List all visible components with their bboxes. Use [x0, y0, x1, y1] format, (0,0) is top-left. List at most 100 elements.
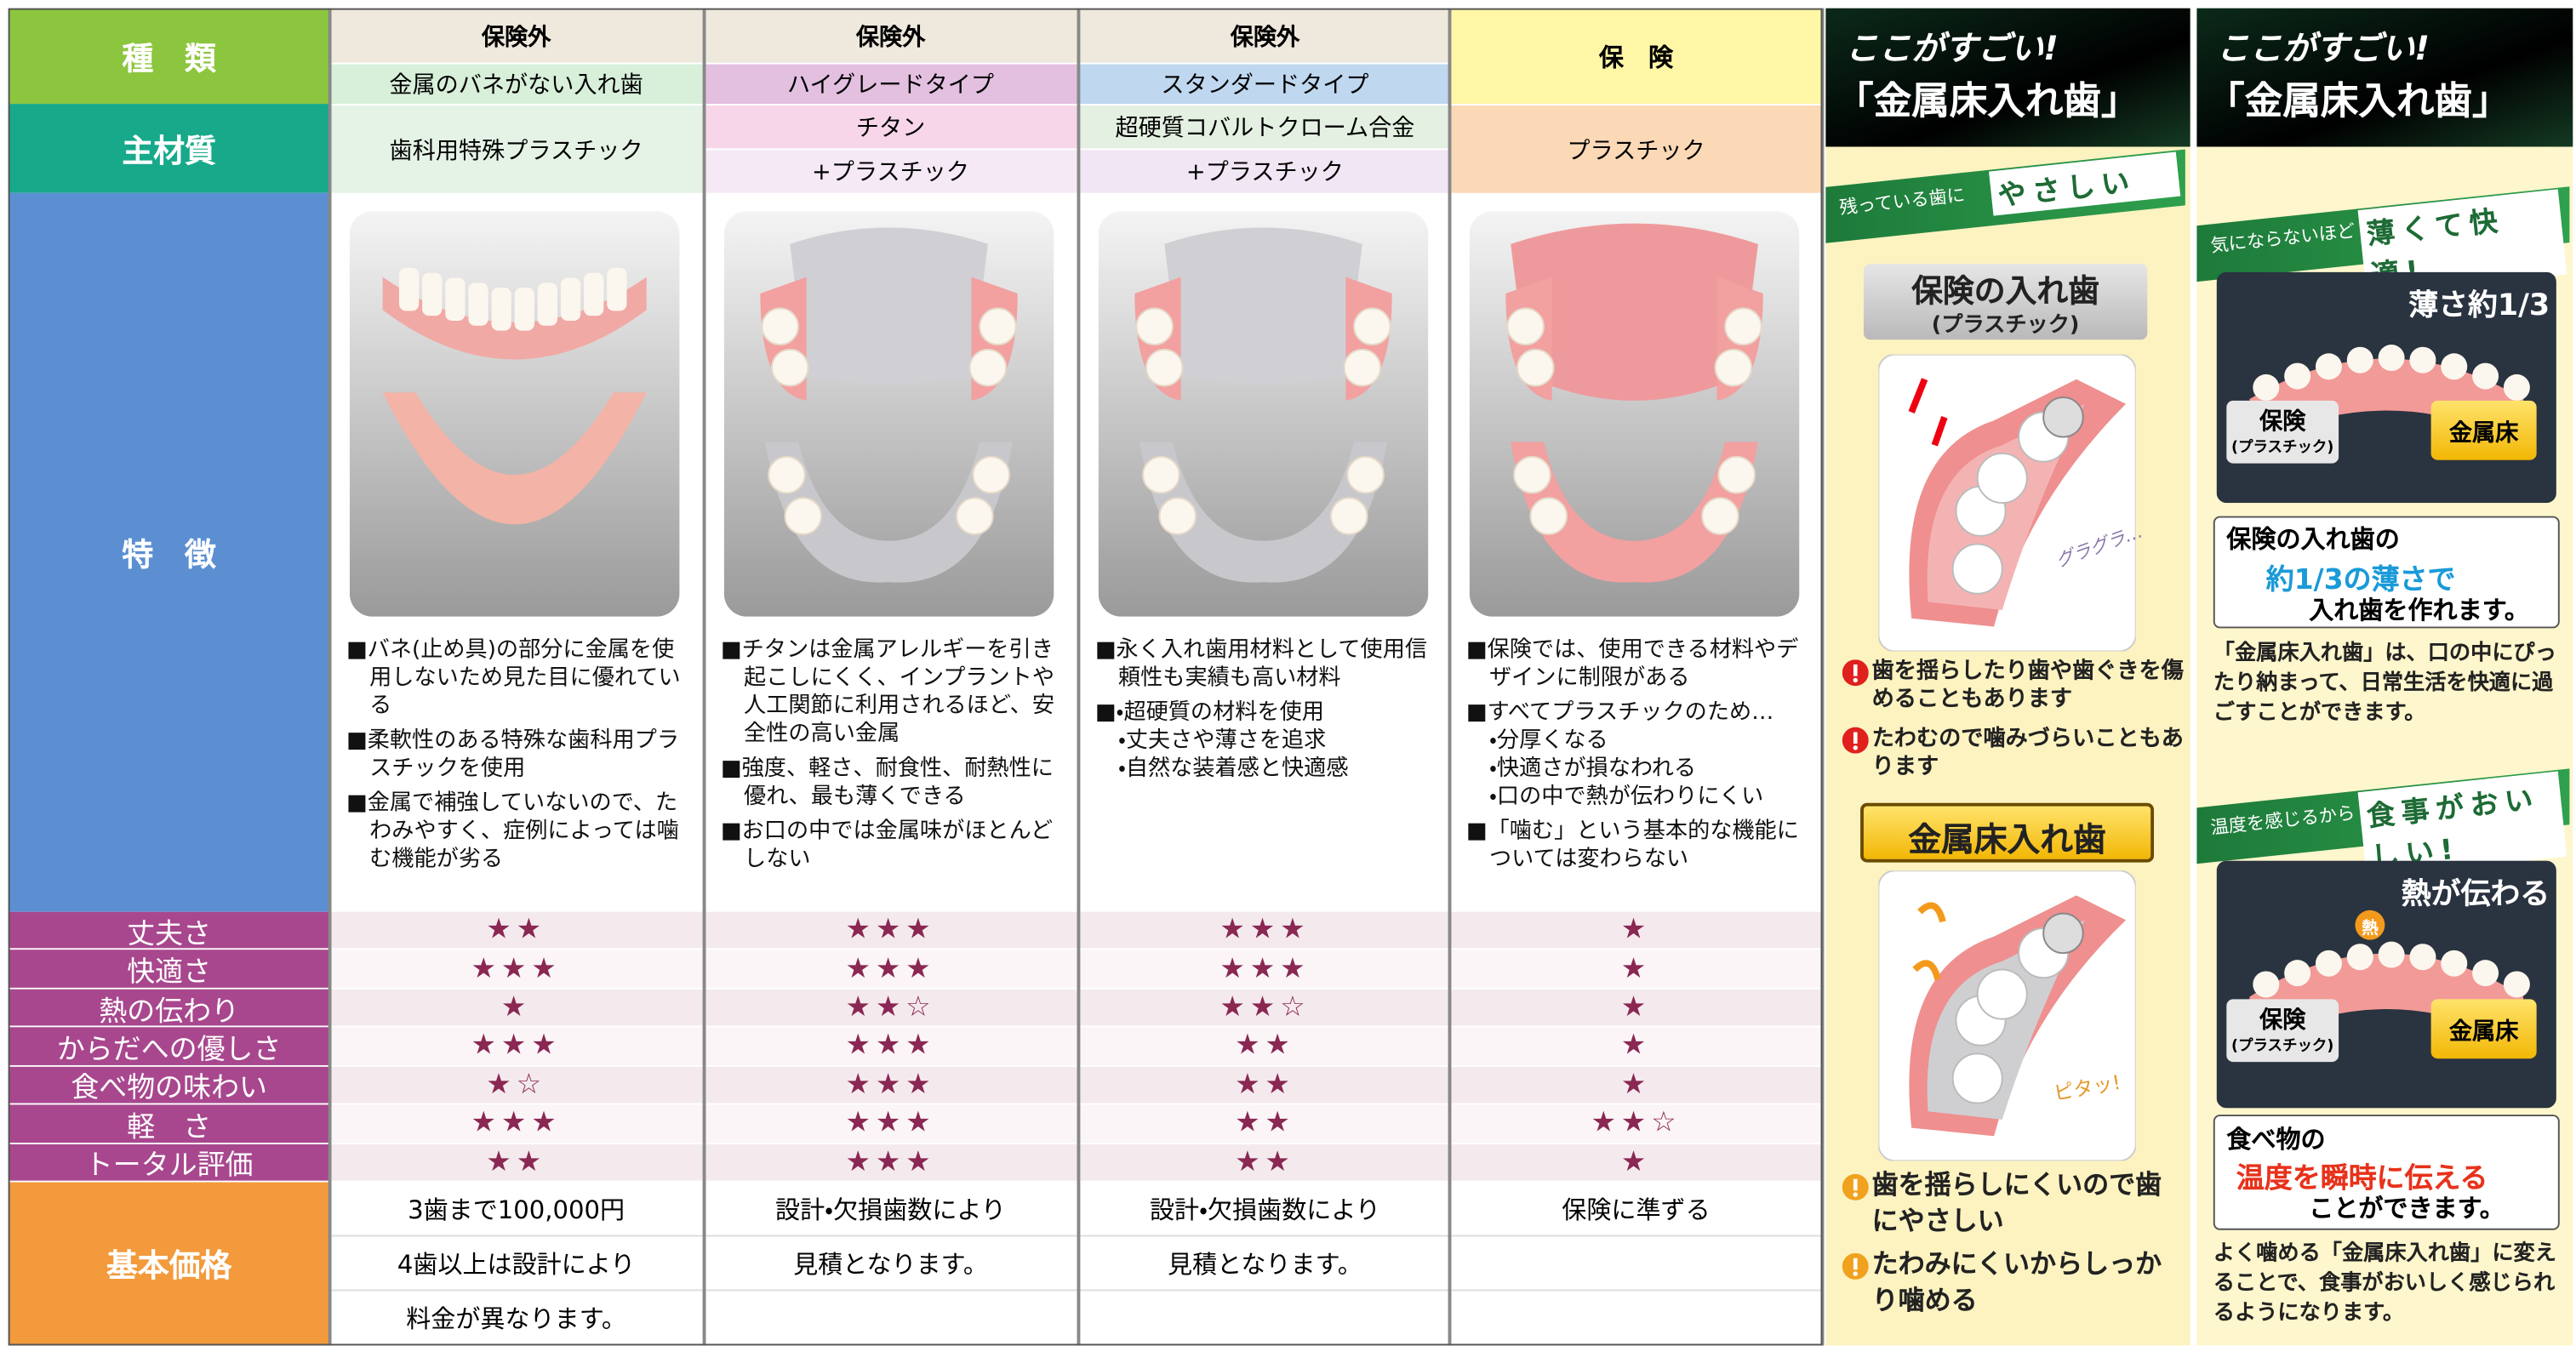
tooth [2503, 971, 2530, 998]
tooth [956, 497, 994, 535]
rating-stars: ★★ [329, 911, 703, 951]
denture-photo [1469, 211, 1800, 617]
heat-badge-bg [2355, 910, 2385, 940]
tooth [761, 307, 799, 346]
price-row: 保険に準ずる [1449, 1182, 1823, 1237]
clasp-tooth [2042, 396, 2084, 438]
denture-photo [1098, 211, 1429, 617]
callout-line: 約1/3の薄さで [2265, 563, 2456, 597]
material: 超硬質コバルトクローム合金 [1078, 104, 1452, 149]
callout [2213, 1115, 2560, 1230]
metal-frame [1164, 227, 1362, 385]
rating-stars: ★★☆ [1449, 1104, 1823, 1144]
tooth [445, 277, 466, 321]
callout-line: 保険の入れ歯の [2226, 524, 2400, 555]
pro-note: たわみにくいからしっかり噛める [1871, 1248, 2162, 1316]
tooth [560, 277, 581, 321]
feature-item: ・丈夫さや薄さを追求 [1117, 727, 1327, 754]
tooth [784, 497, 823, 535]
tooth [422, 272, 443, 317]
metal-frame [790, 227, 988, 385]
feature-item: ■「噛む」という基本的な機能については変わらない [1465, 818, 1799, 873]
tooth [1142, 455, 1180, 494]
material: 歯科用特殊プラスチック [329, 104, 703, 193]
tooth [1158, 497, 1197, 535]
material: +プラスチック [704, 148, 1077, 193]
lower-base [765, 442, 1013, 583]
tooth [1976, 452, 2028, 505]
price-row: 見積となります。 [704, 1236, 1077, 1292]
tooth [1724, 307, 1762, 346]
price-row [1449, 1291, 1823, 1346]
rating-label: 快適さ [8, 950, 330, 990]
heat-badge: 熱 [2362, 920, 2379, 938]
icon-glyph [1853, 664, 1858, 676]
tooth [2346, 346, 2373, 374]
clasp-tooth [2042, 912, 2084, 955]
type-name: ハイグレードタイプ [704, 62, 1077, 105]
price-row: 設計・欠損歯数により [1078, 1182, 1452, 1237]
feature-item: ・分厚くなる [1489, 727, 1608, 754]
tooth [2441, 353, 2468, 380]
rating-label: トータル評価 [8, 1144, 330, 1183]
tooth [1976, 968, 2028, 1020]
label-title: 保険の入れ歯 [1911, 273, 2100, 311]
tooth [771, 348, 809, 387]
label-box [1863, 264, 2148, 340]
photo-label-box [2226, 401, 2339, 465]
features: ■チタンは金属アレルギーを引き起こしにくく、インプラントや人工関節に利用されるほ… [721, 636, 1067, 874]
note-icon [1842, 727, 1869, 754]
label-box [1860, 802, 2155, 863]
price-row: 見積となります。 [1078, 1236, 1452, 1292]
tooth [2284, 960, 2311, 987]
feature-item: ■金属で補強していないので、たわみやすく、症例によっては噛む機能が劣る [346, 790, 679, 873]
tooth [1506, 307, 1545, 346]
tooth [1346, 455, 1385, 494]
insurance: 保険外 [1078, 8, 1452, 63]
features-label: 特 徴 [8, 192, 330, 912]
label-title: 金属床入れ歯 [1908, 819, 2106, 859]
tooth [1516, 348, 1555, 387]
rating-stars: ★★★ [704, 1027, 1077, 1067]
tooth [2346, 944, 2373, 971]
type-name: 金属のバネがない入れ歯 [329, 62, 703, 105]
insurance: 保険外 [704, 8, 1077, 63]
material: チタン [704, 104, 1077, 149]
rating-stars: ★★ [1078, 1027, 1452, 1067]
callout [2213, 516, 2560, 629]
feature-item: ■バネ(止め具)の部分に金属を使用しないため見た目に優れている [346, 636, 681, 719]
panel-text: 「金属床入れ歯」は、口の中にぴったり納まって、日常生活を快適に過ごすことができま… [2213, 641, 2556, 726]
tooth [1343, 348, 1382, 387]
price-row [1078, 1291, 1452, 1346]
rating-stars: ★★★ [1078, 950, 1452, 990]
icon-glyph [1853, 1271, 1858, 1276]
price-row [704, 1291, 1077, 1346]
rating-stars: ★★ [1078, 1066, 1452, 1105]
mark [1912, 902, 1946, 981]
icon-glyph [1853, 1178, 1858, 1191]
price-row: 3歯まで100,000円 [329, 1182, 703, 1237]
features: ■保険では、使用できる材料やデザインに制限がある ■すべてプラスチックのため… ・分… [1466, 636, 1813, 874]
gum [2249, 358, 2524, 446]
feature-item: ■永く入れ歯用材料として使用信頼性も実績も高い材料 [1094, 636, 1428, 692]
panel-head [2196, 8, 2573, 147]
tooth [979, 307, 1017, 346]
rating-stars: ★★★ [329, 1104, 703, 1144]
panel-title: 「金属床入れ歯」 [1835, 80, 2139, 124]
lower-base [1511, 442, 1758, 583]
gum [382, 277, 647, 360]
outer-border [8, 8, 1823, 1346]
rating-stars: ★★★ [704, 1144, 1077, 1183]
photo-caption: 熱が伝わる [2401, 877, 2550, 912]
tooth [2253, 374, 2280, 401]
photo-label-sub: (プラスチック) [2231, 441, 2334, 458]
price-row [1449, 1236, 1823, 1292]
rating-stars: ★★★ [704, 950, 1077, 990]
rating-label: からだへの優しさ [8, 1027, 330, 1067]
icon-glyph [1853, 1192, 1858, 1197]
tooth [2472, 362, 2499, 390]
rating-label: 丈夫さ [8, 911, 330, 951]
tooth [968, 348, 1008, 387]
